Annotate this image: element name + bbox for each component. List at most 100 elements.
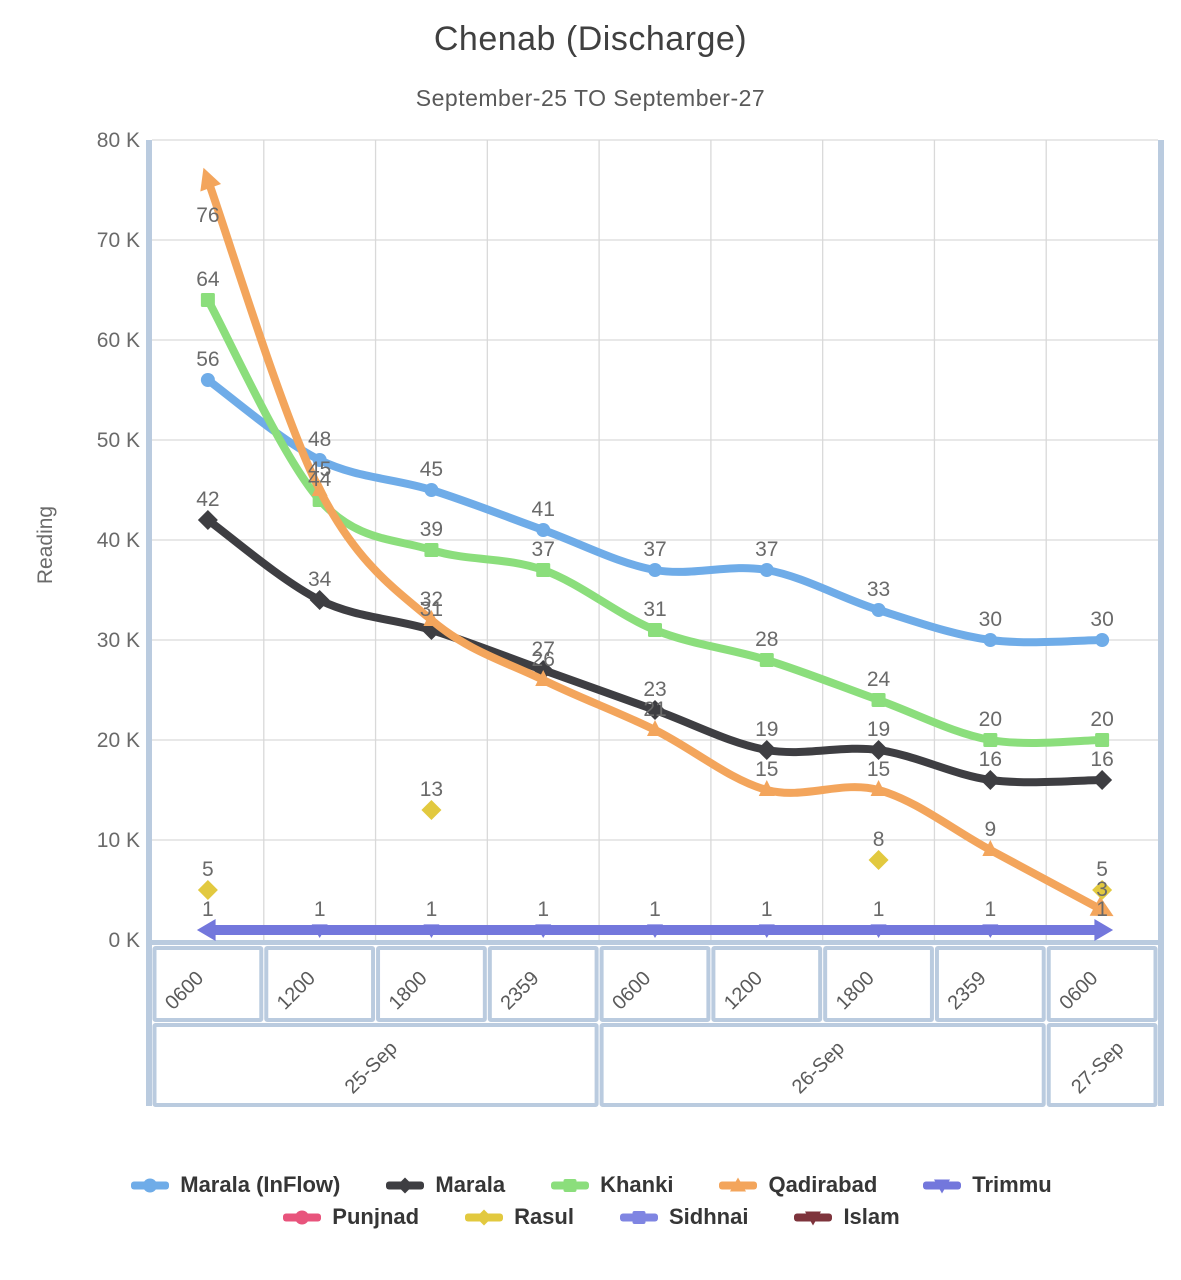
legend-item-khanki[interactable]: Khanki	[549, 1172, 673, 1198]
legend-item-rasul[interactable]: Rasul	[463, 1204, 574, 1230]
legend-item-sidhnai[interactable]: Sidhnai	[618, 1204, 748, 1230]
point-label: 64	[196, 268, 220, 291]
point-label: 27	[532, 638, 555, 661]
legend-label: Rasul	[514, 1204, 574, 1229]
point-label: 15	[867, 758, 890, 781]
chart-subtitle: September-25 TO September-27	[415, 85, 766, 111]
rasul-legend-marker-icon	[465, 1209, 504, 1226]
point-label: 21	[643, 698, 666, 721]
point-label: 1	[761, 898, 773, 921]
point-label: 1	[537, 898, 549, 921]
legend-item-marala-inflow-[interactable]: Marala (InFlow)	[129, 1172, 340, 1198]
point-label: 16	[1090, 748, 1113, 771]
y-axis: 0 K 10 K 20 K 30 K 40 K 50 K 60 K 70 K 80 K Readi…	[34, 129, 140, 952]
y-axis-tick-label: 50 K	[97, 429, 140, 452]
point-label: 31	[643, 598, 666, 621]
point-label: 19	[867, 718, 890, 741]
point-label: 1	[202, 898, 214, 921]
point-label: 31	[420, 598, 443, 621]
point-label: 39	[420, 518, 443, 541]
point-label: 37	[755, 538, 778, 561]
legend-item-marala[interactable]: Marala	[384, 1172, 505, 1198]
legend-item-qadirabad[interactable]: Qadirabad	[717, 1172, 877, 1198]
legend-label: Marala	[435, 1172, 506, 1197]
gridlines	[152, 139, 1158, 940]
y-axis-tick-label: 60 K	[97, 329, 140, 352]
point-label: 34	[308, 568, 332, 591]
legend-label: Punjnad	[332, 1204, 420, 1229]
point-label: 23	[643, 678, 666, 701]
plot-frame	[146, 140, 1164, 1106]
point-label: 1	[984, 898, 996, 921]
point-label: 32	[420, 588, 443, 611]
y-axis-tick-label: 80 K	[97, 129, 140, 152]
point-label: 48	[308, 428, 331, 451]
punjnad-legend-marker-icon	[283, 1210, 322, 1225]
point-label: 56	[196, 348, 219, 371]
point-label: 5	[202, 858, 214, 881]
series-qadirabad	[200, 167, 1114, 917]
series-trimmu	[196, 919, 1114, 941]
point-label: 33	[867, 578, 890, 601]
islam-legend-marker-icon	[794, 1211, 833, 1226]
point-label: 45	[420, 458, 443, 481]
point-label: 37	[532, 538, 555, 561]
y-axis-tick-label: 0 K	[108, 929, 140, 952]
discharge-line-chart: 0600 1200 1800 2359 0600 1200 1800 2359 060025-S…	[34, 129, 1164, 1107]
series-rasul	[197, 800, 1113, 900]
legend-label: Qadirabad	[768, 1172, 878, 1197]
point-label: 42	[196, 488, 219, 511]
point-label: 1	[1096, 898, 1108, 921]
series-group	[196, 167, 1114, 941]
point-label: 30	[979, 608, 1002, 631]
y-axis-tick-label: 10 K	[97, 829, 140, 852]
legend-label: Islam	[843, 1204, 900, 1229]
sidhnai-legend-marker-icon	[619, 1211, 658, 1224]
point-label: 1	[873, 898, 885, 921]
y-axis-title: Reading	[34, 506, 57, 584]
point-label: 28	[755, 628, 778, 651]
trimmu-legend-marker-icon	[923, 1179, 962, 1194]
legend-label: Trimmu	[972, 1172, 1052, 1197]
legend-item-trimmu[interactable]: Trimmu	[921, 1172, 1052, 1198]
series-khanki	[200, 293, 1110, 747]
series-marala	[197, 510, 1113, 790]
khanki-legend-marker-icon	[551, 1179, 590, 1192]
legend-item-punjnad[interactable]: Punjnad	[281, 1204, 419, 1230]
point-label: 45	[308, 458, 331, 481]
point-label: 15	[755, 758, 778, 781]
chart-title: Chenab (Discharge)	[433, 20, 748, 58]
point-label: 30	[1090, 608, 1113, 631]
marala-inflow--legend-marker-icon	[131, 1178, 170, 1193]
legend-item-islam[interactable]: Islam	[792, 1204, 900, 1230]
point-label: 9	[984, 818, 996, 841]
point-label: 19	[755, 718, 778, 741]
point-label: 44	[308, 468, 332, 491]
point-label: 1	[426, 898, 438, 921]
point-label: 20	[979, 708, 1002, 731]
point-label: 13	[420, 778, 443, 801]
point-label: 76	[196, 204, 219, 227]
point-label: 3	[1096, 878, 1108, 901]
legend-label: Khanki	[600, 1172, 674, 1197]
y-axis-tick-label: 20 K	[97, 729, 140, 752]
point-label: 8	[873, 828, 885, 851]
point-label: 5	[1096, 858, 1108, 881]
point-label: 1	[649, 898, 661, 921]
y-axis-tick-label: 70 K	[97, 229, 140, 252]
point-label: 37	[643, 538, 666, 561]
point-label: 1	[314, 898, 326, 921]
marala-legend-marker-icon	[386, 1177, 425, 1194]
x-axis: 0600 1200 1800 2359 0600 1200 1800 2359 060025-S…	[152, 946, 1158, 1107]
point-label: 26	[532, 648, 555, 671]
chart-legend: Marala (InFlow) Marala Khanki Qadirabad Trim…	[0, 1172, 1181, 1230]
point-label: 20	[1090, 708, 1113, 731]
series-marala-inflow-	[200, 373, 1110, 647]
qadirabad-legend-marker-icon	[719, 1177, 758, 1192]
point-label: 16	[979, 748, 1002, 771]
point-label: 41	[532, 498, 555, 521]
y-axis-tick-label: 30 K	[97, 629, 140, 652]
legend-label: Marala (InFlow)	[180, 1172, 341, 1197]
